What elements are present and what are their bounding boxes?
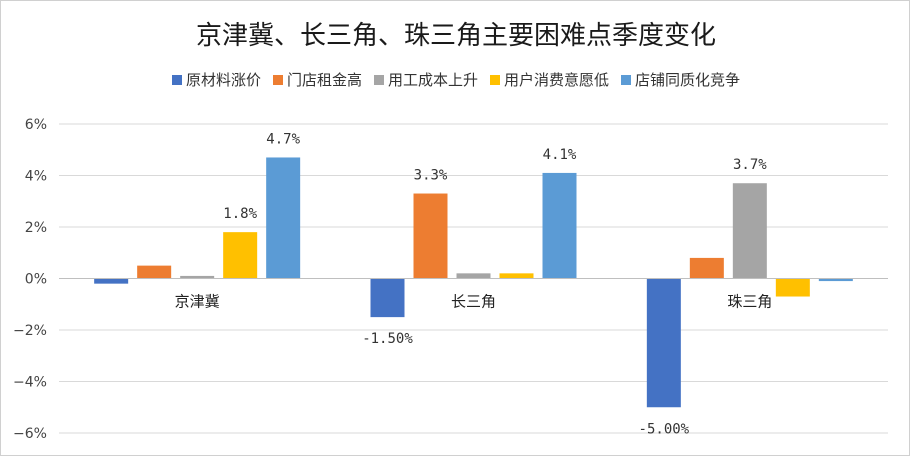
y-tick-label: −4% xyxy=(13,375,47,391)
bar xyxy=(266,157,301,279)
legend-item: 用工成本上升 xyxy=(373,69,478,90)
chart-title: 京津冀、长三角、珠三角主要困难点季度变化 xyxy=(195,21,716,51)
legend: 原材料涨价 门店租金高 用工成本上升 用户消费意愿低 店铺同质化竞争 xyxy=(1,69,910,90)
data-label: 4.7% xyxy=(266,131,300,147)
category-label: 京津冀 xyxy=(175,293,220,311)
y-tick-label: −2% xyxy=(13,323,47,339)
bar xyxy=(818,278,853,282)
legend-swatch xyxy=(490,74,500,85)
legend-label: 用户消费意愿低 xyxy=(504,71,610,89)
bar xyxy=(413,193,448,279)
legend-label: 店铺同质化竞争 xyxy=(635,71,741,89)
legend-item: 门店租金高 xyxy=(272,69,362,90)
legend-swatch xyxy=(621,74,632,85)
data-label: 4.1% xyxy=(543,147,577,163)
bar xyxy=(94,278,129,284)
legend-swatch xyxy=(171,74,182,85)
bar xyxy=(732,183,767,279)
bar xyxy=(646,278,681,408)
legend-swatch xyxy=(373,74,384,85)
legend-item: 用户消费意愿低 xyxy=(490,69,609,90)
bar xyxy=(370,278,405,318)
y-tick-label: 2% xyxy=(25,220,47,236)
data-label: -5.00% xyxy=(639,421,690,437)
legend-label: 原材料涨价 xyxy=(185,71,261,89)
y-tick-label: 6% xyxy=(25,117,47,133)
y-tick-label: 0% xyxy=(25,272,47,288)
legend-label: 门店租金高 xyxy=(286,71,362,89)
bar xyxy=(542,172,577,279)
bar xyxy=(689,257,724,279)
y-tick-label: −6% xyxy=(13,426,47,442)
data-label: 1.8% xyxy=(223,206,257,222)
category-label: 长三角 xyxy=(451,293,496,311)
legend-label: 用工成本上升 xyxy=(387,71,478,89)
data-label: -1.50% xyxy=(362,331,413,347)
data-label: 3.3% xyxy=(414,168,448,184)
bar xyxy=(137,265,172,279)
legend-item: 店铺同质化竞争 xyxy=(621,69,740,90)
bar xyxy=(456,273,491,279)
data-label: 3.7% xyxy=(733,157,767,173)
legend-swatch xyxy=(272,74,283,85)
bar xyxy=(223,232,258,279)
y-tick-label: 4% xyxy=(25,169,47,185)
category-label: 珠三角 xyxy=(727,293,772,311)
bar xyxy=(180,275,215,279)
legend-item: 原材料涨价 xyxy=(171,69,261,90)
bar xyxy=(775,278,810,297)
bar xyxy=(499,273,534,279)
